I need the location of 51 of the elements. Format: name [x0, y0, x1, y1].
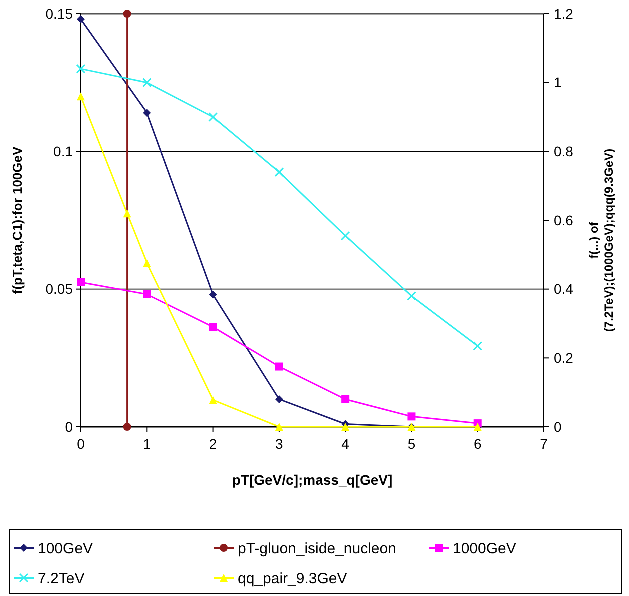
- point: [143, 109, 152, 118]
- y2-tick-label: 0.8: [554, 144, 574, 160]
- legend-label: pT-gluon_iside_nucleon: [238, 540, 396, 558]
- point: [473, 341, 483, 351]
- y-tick-label: 0.05: [46, 281, 74, 298]
- legend-label: qq_pair_9.3GeV: [238, 570, 348, 588]
- point: [340, 231, 350, 241]
- x-tick-label: 2: [209, 436, 218, 452]
- point: [142, 78, 152, 88]
- y-tick-label: 0: [65, 418, 74, 435]
- point: [406, 291, 416, 301]
- point: [275, 423, 284, 431]
- y2-tick-label: 1: [554, 74, 562, 91]
- point: [143, 290, 152, 298]
- point: [209, 323, 218, 332]
- point: [342, 395, 350, 404]
- y2-tick-label: 0: [554, 418, 562, 435]
- point: [77, 92, 85, 101]
- x-tick-label: 0: [77, 436, 86, 452]
- point: [274, 168, 284, 178]
- x-tick-label: 3: [276, 436, 284, 452]
- y-tick-label: 0.15: [46, 6, 74, 22]
- point: [143, 259, 152, 268]
- y2-tick-label: 0.6: [554, 212, 574, 228]
- point: [408, 412, 416, 421]
- x-axis-title: pT[GeV/c];mass_q[GeV]: [232, 472, 393, 488]
- point: [209, 396, 218, 404]
- point: [342, 423, 350, 431]
- x-tick-label: 7: [540, 436, 548, 452]
- legend-label: 100GeV: [38, 540, 94, 558]
- y-tick-label: 0.1: [54, 144, 74, 160]
- x-tick-label: 6: [474, 436, 482, 452]
- point: [123, 10, 132, 18]
- point: [208, 112, 218, 122]
- point: [123, 210, 132, 218]
- x-tick-label: 1: [143, 436, 152, 452]
- y-axis-title: f(pT,teta,C1):for 100GeV: [10, 146, 25, 294]
- legend-label: 1000GeV: [453, 540, 516, 558]
- y2-axis-title: f(...) of (7.2TeV);(1000GeV);qqq(9.3GeV): [587, 148, 616, 332]
- point: [76, 64, 86, 74]
- point: [77, 278, 85, 286]
- point: [209, 290, 218, 299]
- point: [275, 395, 284, 404]
- legend-label: 7.2TeV: [38, 570, 85, 588]
- point: [275, 362, 284, 371]
- y2-tick-label: 0.2: [554, 350, 574, 366]
- y2-tick-label: 0.4: [554, 281, 574, 298]
- x-tick-label: 4: [342, 436, 350, 452]
- point: [123, 423, 132, 431]
- x-tick-label: 5: [408, 436, 416, 452]
- y2-tick-label: 1.2: [554, 6, 574, 22]
